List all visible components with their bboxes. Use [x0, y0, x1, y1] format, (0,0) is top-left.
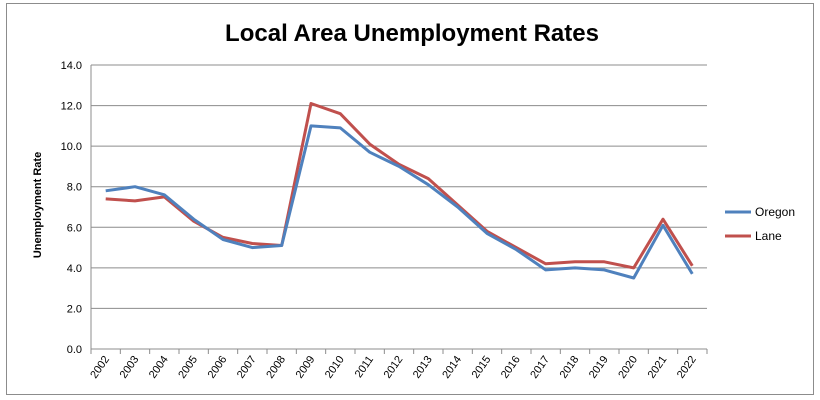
x-tick-label: 2020 — [616, 354, 640, 381]
legend-label-oregon: Oregon — [755, 205, 795, 219]
y-tick-label: 0.0 — [67, 344, 82, 356]
x-tick-label: 2010 — [323, 354, 347, 381]
x-tick-label: 2004 — [147, 354, 171, 381]
x-tick-label: 2017 — [528, 354, 552, 381]
x-tick-label: 2021 — [646, 354, 670, 381]
y-tick-label: 2.0 — [67, 303, 82, 315]
x-tick-label: 2003 — [118, 354, 142, 381]
x-tick-label: 2018 — [558, 354, 582, 381]
series-line-lane — [105, 102, 694, 270]
x-tick-label: 2007 — [235, 354, 259, 381]
x-tick-label: 2022 — [675, 354, 699, 381]
x-tick-label: 2006 — [206, 354, 230, 381]
x-tick-labels: 2002 2003 2004 2005 2006 2007 2008 2009 2010 2011… — [88, 349, 708, 381]
series-line-oregon — [105, 124, 694, 280]
legend: Oregon Lane — [725, 205, 795, 243]
x-tick-label: 2019 — [587, 354, 611, 381]
y-tick-labels: 0.0 2.0 4.0 6.0 8.0 10.0 12.0 14.0 — [61, 60, 82, 356]
x-tick-label: 2005 — [176, 354, 200, 381]
y-tick-label: 6.0 — [67, 222, 82, 234]
x-tick-label: 2009 — [294, 354, 318, 381]
y-tick-label: 4.0 — [67, 263, 82, 275]
y-tick-label: 14.0 — [61, 60, 82, 72]
legend-label-lane: Lane — [755, 229, 782, 243]
gridlines — [90, 64, 707, 350]
x-tick-label: 2011 — [353, 354, 376, 380]
x-tick-label: 2014 — [440, 354, 464, 381]
x-tick-label: 2016 — [499, 354, 523, 381]
x-tick-label: 2002 — [88, 354, 112, 381]
y-tick-label: 8.0 — [67, 182, 82, 194]
series-lines — [105, 102, 694, 280]
x-tick-label: 2008 — [264, 354, 288, 381]
y-tick-label: 12.0 — [61, 101, 82, 113]
x-tick-label: 2012 — [382, 354, 406, 381]
x-tick-label: 2015 — [470, 354, 494, 381]
y-tick-label: 10.0 — [61, 141, 82, 153]
y-axis-label: Unemployment Rate — [32, 152, 44, 258]
x-tick-label: 2013 — [411, 354, 435, 381]
chart-title: Local Area Unemployment Rates — [225, 20, 599, 47]
